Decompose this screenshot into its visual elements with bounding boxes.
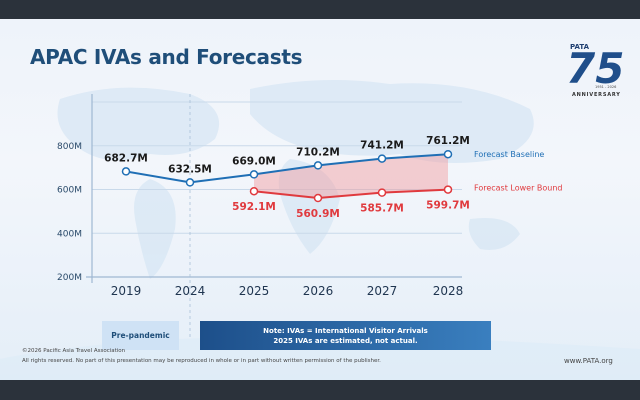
lower-bound-data-label: 599.7M [426,200,470,212]
lower-bound-data-label: 585.7M [360,203,404,215]
baseline-line [125,153,449,184]
baseline-data-label: 669.0M [232,155,276,167]
lower-bound-line [253,188,449,200]
legend-lower-bound: Forecast Lower Bound [474,184,563,193]
logo-years: 1951 - 2026 [595,85,616,89]
lower-bound-point [443,185,453,194]
footer-url[interactable]: www.PATA.org [564,357,613,365]
page-title: APAC IVAs and Forecasts [30,45,303,69]
note-line-2: 2025 IVAs are estimated, not actual. [273,336,418,345]
logo-label: ANNIVERSARY [572,92,621,98]
logo-brand: PATA [570,43,590,51]
lower-bound-point [249,186,259,196]
footer-rights: All rights reserved. No part of this pre… [22,358,381,364]
note-line-1: Note: IVAs = International Visitor Arriv… [263,326,428,335]
baseline-data-label: 741.2M [360,140,404,152]
x-tick-label: 2027 [367,284,398,298]
logo-number: 75 [566,44,624,93]
slide: APAC IVAs and Forecasts PATA 75 1951 - 2… [0,19,640,380]
x-tick-label: 2024 [175,284,206,298]
baseline-point [443,149,453,159]
line-chart: 200M 400M 600M 800M 2019 2024 2025 2026 2027 2028… [57,94,563,337]
lower-bound-data-label: 560.9M [296,208,340,220]
lower-bound-data-label: 592.1M [232,201,276,213]
y-tick-label: 400M [57,229,82,239]
x-tick-label: 2026 [303,284,334,298]
footer-copyright: ©2026 Pacific Asia Travel Association [22,348,126,354]
x-tick-label: 2019 [111,284,142,298]
baseline-point [121,167,131,176]
baseline-point [377,154,387,163]
baseline-data-label: 632.5M [168,163,212,175]
baseline-point [249,170,259,179]
baseline-data-label: 682.7M [104,152,148,164]
y-tick-label: 200M [57,273,82,283]
baseline-data-label: 710.2M [296,146,340,158]
note-box: Note: IVAs = International Visitor Arriv… [200,321,491,350]
x-tick-label: 2028 [433,284,464,298]
pre-pandemic-label: Pre-pandemic [102,321,179,350]
lower-bound-point [377,188,387,197]
y-tick-label: 600M [57,186,82,196]
x-tick-label: 2025 [239,284,270,298]
forecast-band [254,154,448,199]
baseline-data-label: 761.2M [426,135,470,147]
baseline-point [313,161,323,170]
lower-bound-point [313,193,323,203]
y-tick-label: 800M [57,142,82,152]
legend-baseline: Forecast Baseline [474,150,544,159]
baseline-point [185,178,195,187]
pata-75-anniversary-logo: PATA 75 1951 - 2026 ANNIVERSARY [566,43,624,98]
